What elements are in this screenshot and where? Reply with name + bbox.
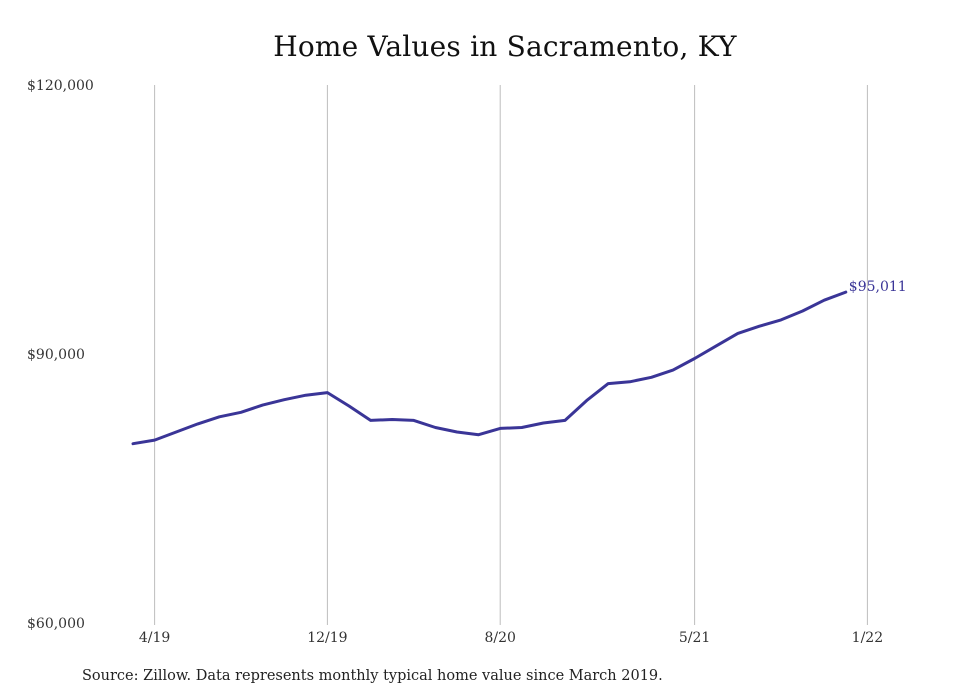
data-point xyxy=(672,369,675,372)
data-point xyxy=(780,318,783,321)
data-point xyxy=(477,433,480,436)
x-tick-label: 1/22 xyxy=(852,630,883,646)
data-point xyxy=(283,398,286,401)
data-point xyxy=(715,344,718,347)
y-tick-label: $90,000 xyxy=(27,347,85,363)
data-point xyxy=(304,394,307,397)
data-point xyxy=(801,309,804,312)
data-point xyxy=(736,332,739,335)
data-point xyxy=(564,419,567,422)
data-point xyxy=(693,357,696,360)
data-point xyxy=(628,380,631,383)
end-value-label: $95,011 xyxy=(849,279,907,295)
source-note: Source: Zillow. Data represents monthly … xyxy=(82,668,663,684)
chart-title: Home Values in Sacramento, KY xyxy=(273,30,737,63)
data-point xyxy=(434,426,437,429)
data-point xyxy=(844,291,847,294)
data-point xyxy=(758,325,761,328)
data-point xyxy=(391,418,394,421)
data-point xyxy=(412,419,415,422)
data-point xyxy=(153,439,156,442)
end-value-label-text: $95,011 xyxy=(849,279,907,295)
data-point xyxy=(240,411,243,414)
x-tick-label: 8/20 xyxy=(484,630,515,646)
data-point xyxy=(326,391,329,394)
x-tick-label: 5/21 xyxy=(679,630,710,646)
data-point xyxy=(175,431,178,434)
data-point xyxy=(585,399,588,402)
data-point xyxy=(218,415,221,418)
data-point xyxy=(823,299,826,302)
data-point xyxy=(261,404,264,407)
y-tick-label: $120,000 xyxy=(27,78,94,94)
y-tick-label: $60,000 xyxy=(27,616,85,632)
data-point xyxy=(369,419,372,422)
data-point xyxy=(650,376,653,379)
data-point xyxy=(132,442,135,445)
series-line-path xyxy=(131,290,848,446)
y-axis-ticks: $120,000 $90,000 $60,000 xyxy=(27,78,94,632)
data-point xyxy=(196,422,199,425)
data-point xyxy=(348,405,351,408)
gridlines xyxy=(154,85,868,625)
data-point xyxy=(499,427,502,430)
data-point xyxy=(607,382,610,385)
series-line xyxy=(131,290,848,446)
x-axis-ticks: 4/19 12/19 8/20 5/21 1/22 xyxy=(139,630,883,646)
data-point xyxy=(542,422,545,425)
data-points xyxy=(132,291,848,446)
x-tick-label: 12/19 xyxy=(307,630,347,646)
data-point xyxy=(520,426,523,429)
x-tick-label: 4/19 xyxy=(139,630,170,646)
data-point xyxy=(456,431,459,434)
